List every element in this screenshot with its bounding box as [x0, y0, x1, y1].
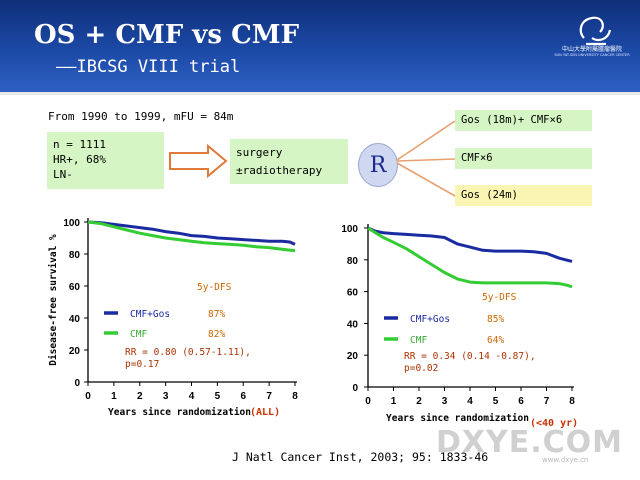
chart2-legend-value: 64% [487, 335, 504, 346]
chart2-legend-title: 5y-DFS [482, 292, 517, 303]
treatment-surgery: surgery [236, 146, 283, 159]
university-logo-icon [579, 16, 612, 46]
chart1-subgroup-tag: (ALL) [250, 407, 280, 418]
chart1-legend-value: 82% [208, 329, 225, 340]
chart1-x-tick-label: 4 [189, 391, 195, 402]
chart1-x-tick-label: 1 [111, 391, 117, 402]
chart2-x-tick-label: 2 [416, 396, 422, 407]
flow-arrow-icon [169, 143, 228, 179]
chart2-y-tick-label: 100 [341, 224, 358, 235]
reference-citation: J Natl Cancer Inst, 2003; 95: 1833-46 [232, 450, 489, 464]
arm-gos: Gos (24m) [455, 185, 592, 206]
chart2-x-tick-label: 1 [391, 396, 397, 407]
chart2-x-tick-label: 4 [467, 396, 473, 407]
chart2-x-tick-label: 6 [518, 396, 524, 407]
chart1-x-tick-label: 5 [215, 391, 221, 402]
chart2-legend-value: 85% [487, 314, 504, 325]
population-ln: LN- [53, 168, 73, 181]
chart2-x-tick-label: 3 [442, 396, 448, 407]
chart1-x-tick-label: 7 [266, 391, 272, 402]
population-hr: HR+, 68% [53, 153, 106, 166]
chart1-x-tick-label: 0 [85, 391, 91, 402]
chart1-x-tick-label: 3 [163, 391, 169, 402]
chart1-y-tick-label: 20 [69, 346, 81, 357]
arm-gos-cmf: Gos (18m)+ CMF×6 [455, 110, 592, 131]
chart2-y-tick-label: 20 [347, 351, 359, 362]
chart2-x-tick-label: 0 [365, 396, 371, 407]
chart1-x-tick-label: 8 [292, 391, 298, 402]
chart2-annotation: RR = 0.34 (0.14 -0.87), [404, 351, 536, 362]
population-box: n = 1111 HR+, 68% LN- [47, 132, 164, 189]
slide-title: OS + CMF vs CMF [34, 20, 300, 50]
chart1-y-tick-label: 60 [69, 282, 81, 293]
connector-arm-1 [396, 120, 456, 161]
chart1-annotation: RR = 0.80 (0.57-1.11), [125, 347, 251, 358]
logo-subtext: SUN YAT-SEN UNIVERSITY CANCER CENTER [554, 53, 630, 57]
chart2-y-tick-label: 60 [347, 288, 359, 299]
logo-text: 中山大學附屬腫瘤醫院 [561, 46, 622, 53]
study-period: From 1990 to 1999, mFU = 84m [48, 110, 234, 123]
chart1-series-line-cmf-gos [87, 220, 296, 246]
chart2-legend-name: CMF [410, 335, 427, 346]
chart2-y-tick-label: 0 [352, 383, 358, 394]
chart2-series-line-cmf [367, 226, 573, 289]
watermark: DXYE.COM [436, 425, 624, 460]
chart2-x-axis-label: Years since randomization [386, 413, 529, 424]
arm-cmf: CMF×6 [455, 148, 592, 169]
chart2-annotation: p=0.02 [404, 363, 438, 374]
treatment-box: surgery ±radiotherapy [230, 139, 348, 184]
chart1-y-axis-label: Disease-free survival % [48, 234, 59, 366]
connector-arm-2 [396, 158, 456, 162]
connector-arm-3 [396, 162, 456, 197]
slide-subtitle: ——IBCSG VIII trial [56, 57, 241, 77]
chart2-x-tick-label: 5 [493, 396, 499, 407]
treatment-radiotherapy: ±radiotherapy [236, 164, 323, 177]
watermark-url: www.dxye.cn [542, 456, 589, 464]
chart2-x-tick-label: 7 [544, 396, 550, 407]
chart2-series-line-cmf-gos [367, 226, 573, 263]
chart1-annotation: p=0.17 [125, 359, 159, 370]
chart2-legend-name: CMF+Gos [410, 314, 450, 325]
chart2-subgroup-tag: (<40 yr) [530, 418, 578, 429]
chart1-y-tick-label: 80 [69, 250, 81, 261]
slide-header: OS + CMF vs CMF ——IBCSG VIII trial 中山大學附… [0, 0, 640, 95]
chart1-y-tick-label: 100 [63, 218, 80, 229]
chart2-x-tick-label: 8 [569, 396, 575, 407]
chart1-x-axis-label: Years since randomization [108, 407, 251, 418]
chart2-y-tick-label: 40 [347, 319, 359, 330]
population-n: n = 1111 [53, 138, 106, 151]
chart2-y-tick-label: 80 [347, 256, 359, 267]
randomization-label: R [369, 152, 387, 178]
chart1-legend-value: 87% [208, 309, 225, 320]
chart1-x-tick-label: 2 [137, 391, 143, 402]
chart1-legend-name: CMF+Gos [130, 309, 170, 320]
chart1-legend-name: CMF [130, 329, 147, 340]
chart1-legend-title: 5y-DFS [197, 282, 232, 293]
randomization-circle: R [358, 143, 398, 187]
chart1-y-tick-label: 40 [69, 314, 81, 325]
chart1-x-tick-label: 6 [240, 391, 246, 402]
chart1-series-line-cmf [87, 220, 296, 253]
chart1-y-tick-label: 0 [74, 378, 80, 389]
